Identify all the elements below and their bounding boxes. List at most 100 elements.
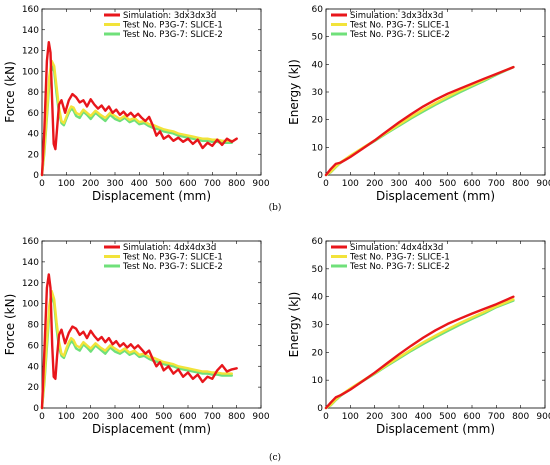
x-tick-label: 500 bbox=[155, 179, 172, 189]
series-line-1 bbox=[40, 289, 234, 410]
y-tick-label: 160 bbox=[22, 5, 39, 15]
y-tick-label: 50 bbox=[312, 33, 324, 43]
legend-label-1: Test No. P3G-7: SLICE-1 bbox=[122, 21, 223, 31]
legend-label-1: Test No. P3G-7: SLICE-1 bbox=[349, 21, 450, 31]
x-axis-label: Displacement (mm) bbox=[376, 422, 495, 436]
y-tick-label: 60 bbox=[28, 109, 40, 119]
x-tick-label: 700 bbox=[488, 412, 505, 422]
y-tick-label: 140 bbox=[22, 26, 39, 36]
x-tick-label: 0 bbox=[323, 412, 329, 422]
x-tick-label: 400 bbox=[131, 412, 148, 422]
x-tick-label: 900 bbox=[536, 412, 550, 422]
x-tick-label: 300 bbox=[390, 412, 407, 422]
x-tick-label: 500 bbox=[439, 179, 456, 189]
x-axis-label: Displacement (mm) bbox=[92, 422, 211, 436]
x-tick-label: 800 bbox=[512, 179, 529, 189]
y-tick-label: 60 bbox=[28, 341, 40, 351]
x-tick-label: 900 bbox=[252, 412, 269, 422]
caption-b: (b) bbox=[269, 202, 282, 213]
y-tick-label: 30 bbox=[312, 321, 324, 331]
x-tick-label: 300 bbox=[106, 412, 123, 422]
y-tick-label: 100 bbox=[22, 67, 39, 77]
y-tick-label: 140 bbox=[22, 258, 39, 268]
series-line-0 bbox=[40, 273, 238, 410]
series-line-1 bbox=[324, 65, 515, 177]
x-tick-label: 600 bbox=[463, 412, 480, 422]
y-tick-label: 10 bbox=[312, 143, 324, 153]
legend-label-2: Test No. P3G-7: SLICE-2 bbox=[349, 30, 450, 40]
x-tick-label: 100 bbox=[342, 412, 359, 422]
y-tick-label: 50 bbox=[312, 265, 324, 275]
caption-c: (c) bbox=[269, 452, 281, 463]
x-tick-label: 900 bbox=[536, 179, 550, 189]
y-tick-label: 10 bbox=[312, 376, 324, 386]
y-tick-label: 20 bbox=[312, 116, 324, 126]
series-line-2 bbox=[324, 65, 515, 177]
x-tick-label: 200 bbox=[366, 412, 383, 422]
y-tick-label: 40 bbox=[312, 293, 324, 303]
force-plot-b: 0 100 200 300 400 500 600 700 800 900 0 20 40 60 80 100… bbox=[3, 5, 270, 203]
y-tick-label: 0 bbox=[317, 171, 323, 181]
x-tick-label: 500 bbox=[439, 412, 456, 422]
y-axis-label: Force (kN) bbox=[3, 294, 17, 356]
y-tick-label: 80 bbox=[28, 321, 40, 331]
x-axis-label: Displacement (mm) bbox=[92, 189, 211, 203]
legend-label-2: Test No. P3G-7: SLICE-2 bbox=[122, 30, 223, 40]
y-axis-label: Force (kN) bbox=[3, 61, 17, 123]
y-tick-label: 0 bbox=[317, 404, 323, 414]
x-tick-label: 800 bbox=[228, 412, 245, 422]
series-line-0 bbox=[324, 295, 515, 410]
series-line-1 bbox=[40, 59, 234, 177]
legend-label-2: Test No. P3G-7: SLICE-2 bbox=[349, 262, 450, 272]
x-tick-label: 300 bbox=[106, 179, 123, 189]
energy-plot-b: 0 100 200 300 400 500 600 700 800 900 0 10 20 30 40 50 6… bbox=[287, 5, 550, 203]
y-tick-label: 40 bbox=[312, 60, 324, 70]
legend-label-2: Test No. P3G-7: SLICE-2 bbox=[122, 262, 223, 272]
x-tick-label: 400 bbox=[415, 179, 432, 189]
x-tick-label: 200 bbox=[366, 179, 383, 189]
y-tick-label: 60 bbox=[312, 237, 324, 247]
x-tick-label: 800 bbox=[228, 179, 245, 189]
y-tick-label: 20 bbox=[312, 348, 324, 358]
y-tick-label: 30 bbox=[312, 88, 324, 98]
y-tick-label: 40 bbox=[28, 362, 40, 372]
y-tick-label: 20 bbox=[28, 383, 40, 393]
x-tick-label: 0 bbox=[39, 179, 45, 189]
y-tick-label: 40 bbox=[28, 130, 40, 140]
legend-label-1: Test No. P3G-7: SLICE-1 bbox=[349, 253, 450, 263]
series-line-2 bbox=[324, 299, 515, 410]
x-tick-label: 900 bbox=[252, 179, 269, 189]
x-tick-label: 200 bbox=[82, 179, 99, 189]
y-tick-label: 20 bbox=[28, 150, 40, 160]
x-tick-label: 700 bbox=[488, 179, 505, 189]
series-line-1 bbox=[324, 298, 515, 410]
x-tick-label: 300 bbox=[390, 179, 407, 189]
legend-label-1: Test No. P3G-7: SLICE-1 bbox=[122, 253, 223, 263]
legend-label-0: Simulation: 4dx4dx3d bbox=[350, 243, 443, 253]
energy-plot-c: 0 100 200 300 400 500 600 700 800 900 0 10 20 30 40 50 6… bbox=[287, 237, 550, 436]
x-tick-label: 700 bbox=[204, 179, 221, 189]
x-tick-label: 400 bbox=[131, 179, 148, 189]
x-tick-label: 600 bbox=[179, 179, 196, 189]
x-tick-label: 0 bbox=[39, 412, 45, 422]
series-line-0 bbox=[40, 41, 238, 177]
y-tick-label: 160 bbox=[22, 237, 39, 247]
legend-label-0: Simulation: 4dx4dx3d bbox=[123, 243, 216, 253]
legend-label-0: Simulation: 3dx3dx3d bbox=[350, 11, 443, 21]
x-tick-label: 100 bbox=[58, 179, 75, 189]
x-tick-label: 500 bbox=[155, 412, 172, 422]
x-tick-label: 0 bbox=[323, 179, 329, 189]
x-axis-label: Displacement (mm) bbox=[376, 189, 495, 203]
y-tick-label: 100 bbox=[22, 300, 39, 310]
legend-label-0: Simulation: 3dx3dx3d bbox=[123, 11, 216, 21]
y-axis-label: Energy (kJ) bbox=[287, 292, 301, 358]
y-tick-label: 80 bbox=[28, 88, 40, 98]
x-tick-label: 100 bbox=[58, 412, 75, 422]
x-tick-label: 600 bbox=[179, 412, 196, 422]
x-tick-label: 400 bbox=[415, 412, 432, 422]
x-tick-label: 200 bbox=[82, 412, 99, 422]
series-line-0 bbox=[324, 65, 515, 177]
y-axis-label: Energy (kJ) bbox=[287, 59, 301, 125]
x-tick-label: 700 bbox=[204, 412, 221, 422]
